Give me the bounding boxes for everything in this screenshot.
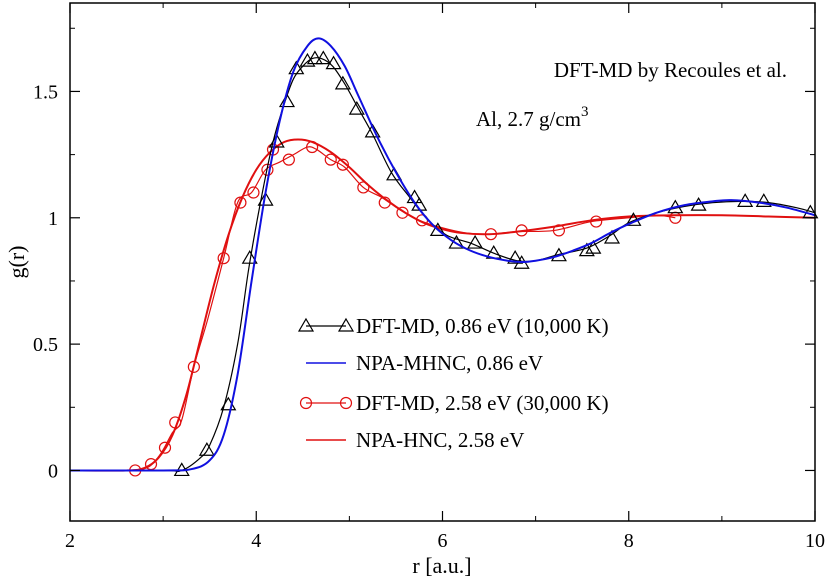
data-point-triangle-15 bbox=[364, 123, 381, 138]
x-axis-title: r [a.u.] bbox=[412, 553, 471, 578]
legend-entry-dft-md-30000k: DFT-MD, 2.58 eV (30,000 K) bbox=[299, 391, 609, 415]
data-point-circle-13 bbox=[324, 153, 337, 166]
y-tick-label: 0 bbox=[48, 460, 58, 482]
data-point-circle-16 bbox=[378, 196, 391, 209]
series-line-npa-hnc-2-58-ev bbox=[69, 138, 816, 472]
data-point-circle-12 bbox=[306, 140, 319, 154]
data-point-circle-4 bbox=[169, 416, 182, 429]
plot-area bbox=[69, 37, 819, 477]
legend-entry-npa-hnc: NPA-HNC, 2.58 eV bbox=[306, 428, 524, 452]
data-point-triangle-28 bbox=[603, 229, 621, 244]
data-point-triangle-13 bbox=[334, 75, 351, 90]
data-point-circle-5 bbox=[187, 360, 200, 373]
data-point-triangle-7 bbox=[278, 93, 296, 108]
data-point-triangle-12 bbox=[325, 55, 342, 70]
data-point-circle-20 bbox=[515, 224, 528, 237]
legend-label-npa-mhnc: NPA-MHNC, 0.86 eV bbox=[356, 351, 543, 375]
legend-label-dft-md-30000k: DFT-MD, 2.58 eV (30,000 K) bbox=[356, 391, 609, 415]
data-point-triangle-8 bbox=[288, 60, 305, 75]
y-axis-title: g(r) bbox=[4, 246, 29, 279]
data-point-circle-11 bbox=[282, 153, 295, 166]
data-point-triangle-11 bbox=[315, 50, 332, 65]
y-tick-label: 1 bbox=[48, 208, 58, 230]
data-point-circle-17 bbox=[396, 206, 409, 219]
legend-entry-dft-md-10000k: DFT-MD, 0.86 eV (10,000 K) bbox=[297, 314, 609, 338]
axis-ticks: 2 4 6 8 10 0 0.5 1 1.5 bbox=[33, 3, 825, 552]
data-point-triangle-27 bbox=[585, 239, 602, 254]
data-point-triangle-10 bbox=[306, 50, 323, 65]
legend-entry-npa-mhnc: NPA-MHNC, 0.86 eV bbox=[306, 351, 543, 375]
legend-marker-circle-right bbox=[339, 396, 353, 410]
data-point-circle-19 bbox=[484, 228, 498, 241]
data-point-circle-7 bbox=[234, 196, 247, 209]
y-tick-label: 0.5 bbox=[33, 334, 58, 356]
series-line-npa-mhnc-0-86-ev bbox=[69, 37, 816, 472]
x-tick-label: 2 bbox=[65, 530, 75, 552]
x-tick-label: 6 bbox=[438, 530, 448, 552]
legend-marker-circle-left bbox=[299, 396, 313, 410]
data-point-triangle-4 bbox=[241, 250, 258, 264]
data-point-triangle-9 bbox=[299, 52, 316, 67]
data-point-triangle-19 bbox=[429, 222, 446, 237]
data-point-circle-15 bbox=[357, 181, 370, 194]
annotation-material-superscript: 3 bbox=[581, 104, 589, 120]
series-line-dft-md-2-58-ev-30-000-k bbox=[135, 146, 676, 472]
data-point-triangle-6 bbox=[268, 133, 285, 148]
data-point-triangle-33 bbox=[755, 193, 772, 207]
legend-label-dft-md-10000k: DFT-MD, 0.86 eV (10,000 K) bbox=[356, 314, 609, 338]
y-tick-label: 1.5 bbox=[33, 81, 58, 103]
data-point-circle-3 bbox=[158, 441, 172, 454]
data-point-triangle-21 bbox=[467, 234, 484, 249]
legend: DFT-MD, 0.86 eV (10,000 K) NPA-MHNC, 0.8… bbox=[297, 314, 609, 452]
x-tick-label: 10 bbox=[805, 530, 825, 552]
legend-marker-triangle-left bbox=[297, 317, 315, 332]
data-point-triangle-29 bbox=[625, 212, 642, 226]
data-point-circle-6 bbox=[217, 252, 230, 265]
annotation-material: Al, 2.7 g/cm3 bbox=[476, 104, 589, 131]
data-point-triangle-23 bbox=[507, 250, 524, 264]
legend-label-npa-hnc: NPA-HNC, 2.58 eV bbox=[356, 428, 524, 452]
data-point-triangle-14 bbox=[348, 100, 365, 115]
data-point-circle-14 bbox=[336, 158, 349, 171]
x-tick-label: 8 bbox=[624, 530, 634, 552]
legend-marker-triangle-right bbox=[337, 317, 355, 332]
data-point-circle-22 bbox=[590, 215, 603, 228]
annotation-material-main: Al, 2.7 g/cm bbox=[476, 107, 581, 131]
annotation-source: DFT-MD by Recoules et al. bbox=[554, 58, 787, 82]
data-point-triangle-2 bbox=[198, 442, 215, 456]
data-point-triangle-5 bbox=[257, 191, 274, 206]
data-point-circle-8 bbox=[247, 186, 260, 199]
data-point-triangle-26 bbox=[578, 242, 595, 257]
data-point-circle-21 bbox=[552, 224, 566, 237]
x-tick-label: 4 bbox=[251, 530, 261, 552]
